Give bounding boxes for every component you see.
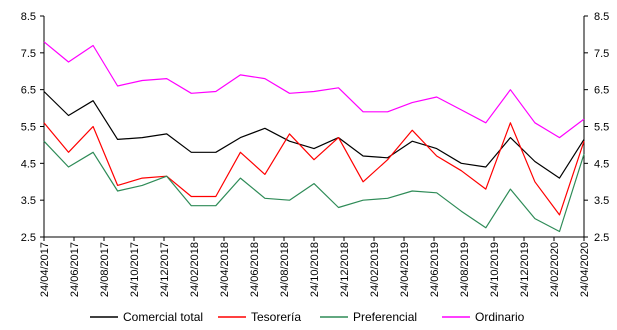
x-tick-label: 24/08/2017 xyxy=(99,242,111,297)
series-line-3 xyxy=(43,140,585,233)
y-tick-label-left: 6.5 xyxy=(21,85,36,97)
x-tick-label: 24/04/2020 xyxy=(579,242,591,297)
x-tick-label: 24/04/2019 xyxy=(399,242,411,297)
axes: 8.5 7.5 6.5 5.5 4.5 3.5 2.5 8.5 7.5 6.5 5.5 4.5 3.5 2… xyxy=(21,11,610,297)
x-tick-label: 24/10/2017 xyxy=(129,242,141,297)
y-tick-label-left: 8.5 xyxy=(21,11,36,23)
series-line-4 xyxy=(43,41,585,139)
y-tick-label-right: 7.5 xyxy=(594,48,609,60)
y-tick-label-left: 4.5 xyxy=(21,158,36,170)
x-tick-label: 24/02/2020 xyxy=(549,242,561,297)
x-tick-label: 24/06/2019 xyxy=(429,242,441,297)
legend-label: Ordinario xyxy=(475,310,525,324)
y-tick-label-right: 6.5 xyxy=(594,85,609,97)
y-tick-label-left: 2.5 xyxy=(21,232,36,244)
x-tick-label: 24/06/2017 xyxy=(69,242,81,297)
x-tick-label: 24/08/2019 xyxy=(459,242,471,297)
series-line-2 xyxy=(43,122,585,216)
series-lines xyxy=(43,41,585,233)
y-tick-label-right: 3.5 xyxy=(594,195,609,207)
legend-label: Comercial total xyxy=(123,310,203,324)
y-tick-label-left: 3.5 xyxy=(21,195,36,207)
x-tick-label: 24/12/2017 xyxy=(159,242,171,297)
x-tick-label: 24/12/2019 xyxy=(519,242,531,297)
x-tick-label: 24/04/2018 xyxy=(219,242,231,297)
x-tick-label: 24/04/2017 xyxy=(39,242,51,297)
x-tick-label: 24/10/2018 xyxy=(309,242,321,297)
y-tick-label-right: 2.5 xyxy=(594,232,609,244)
y-tick-label-left: 7.5 xyxy=(21,48,36,60)
x-tick-label: 24/12/2018 xyxy=(339,242,351,297)
x-tick-label: 24/08/2018 xyxy=(279,242,291,297)
y-tick-label-right: 8.5 xyxy=(594,11,609,23)
y-tick-label-right: 4.5 xyxy=(594,158,609,170)
series-line-1 xyxy=(43,91,585,179)
x-tick-label: 24/10/2019 xyxy=(489,242,501,297)
x-tick-label: 24/06/2018 xyxy=(249,242,261,297)
y-tick-label-right: 5.5 xyxy=(594,122,609,134)
x-tick-label: 24/02/2019 xyxy=(369,242,381,297)
legend-label: Preferencial xyxy=(353,310,417,324)
y-tick-label-left: 5.5 xyxy=(21,122,36,134)
x-tick-label: 24/02/2018 xyxy=(189,242,201,297)
legend: Comercial total Tesorería Preferencial Ordi… xyxy=(90,310,525,324)
legend-label: Tesorería xyxy=(251,310,301,324)
